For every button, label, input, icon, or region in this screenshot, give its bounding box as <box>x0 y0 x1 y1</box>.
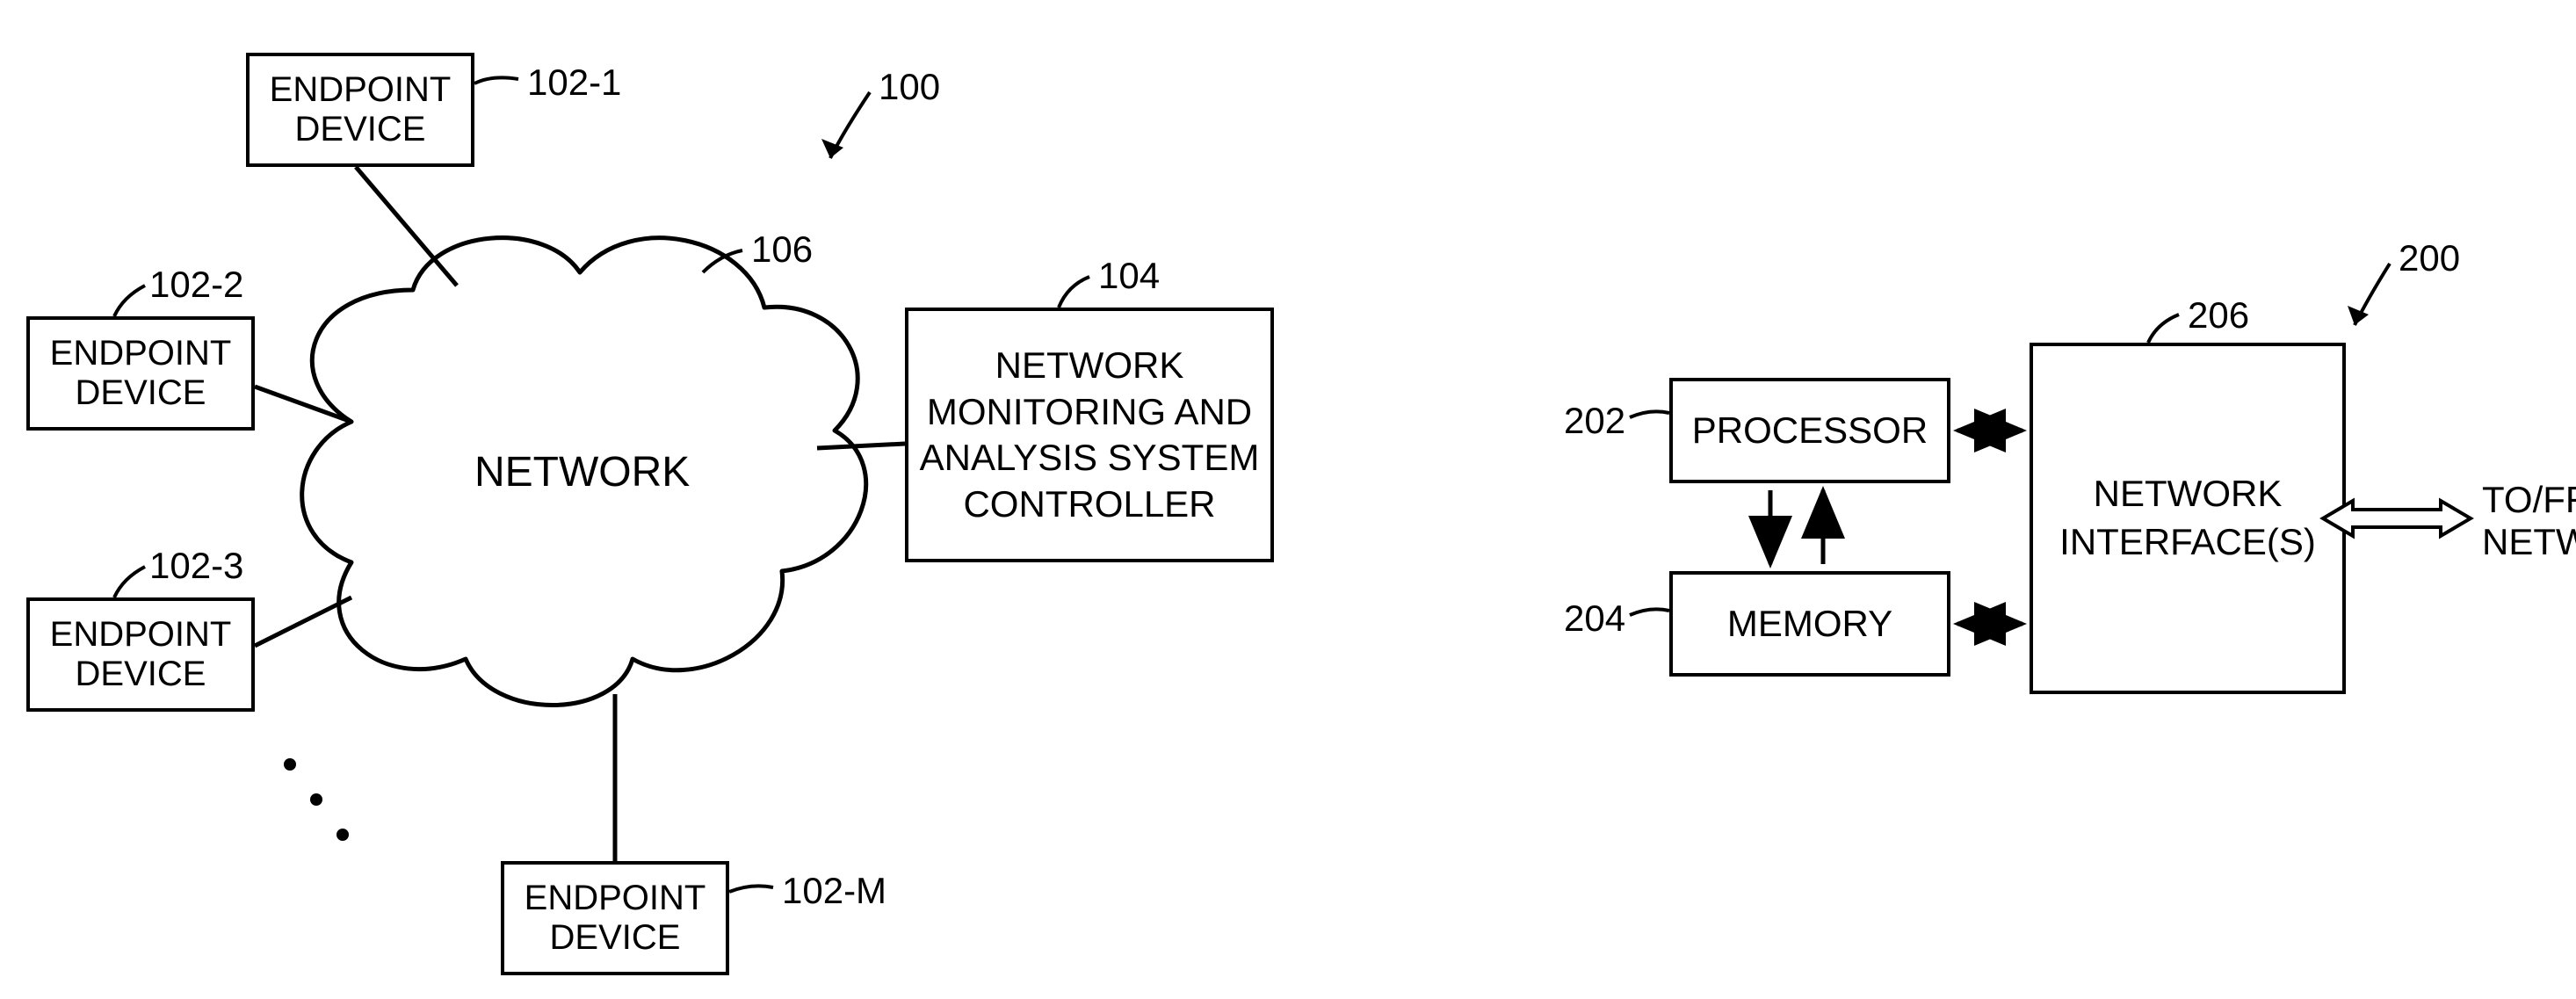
ref-206: 206 <box>2188 294 2249 337</box>
ref-206-leader <box>0 0 2576 999</box>
diagram-canvas: NETWORK ENDPOINT DEVICE ENDPOINT DEVICE … <box>0 0 2576 999</box>
